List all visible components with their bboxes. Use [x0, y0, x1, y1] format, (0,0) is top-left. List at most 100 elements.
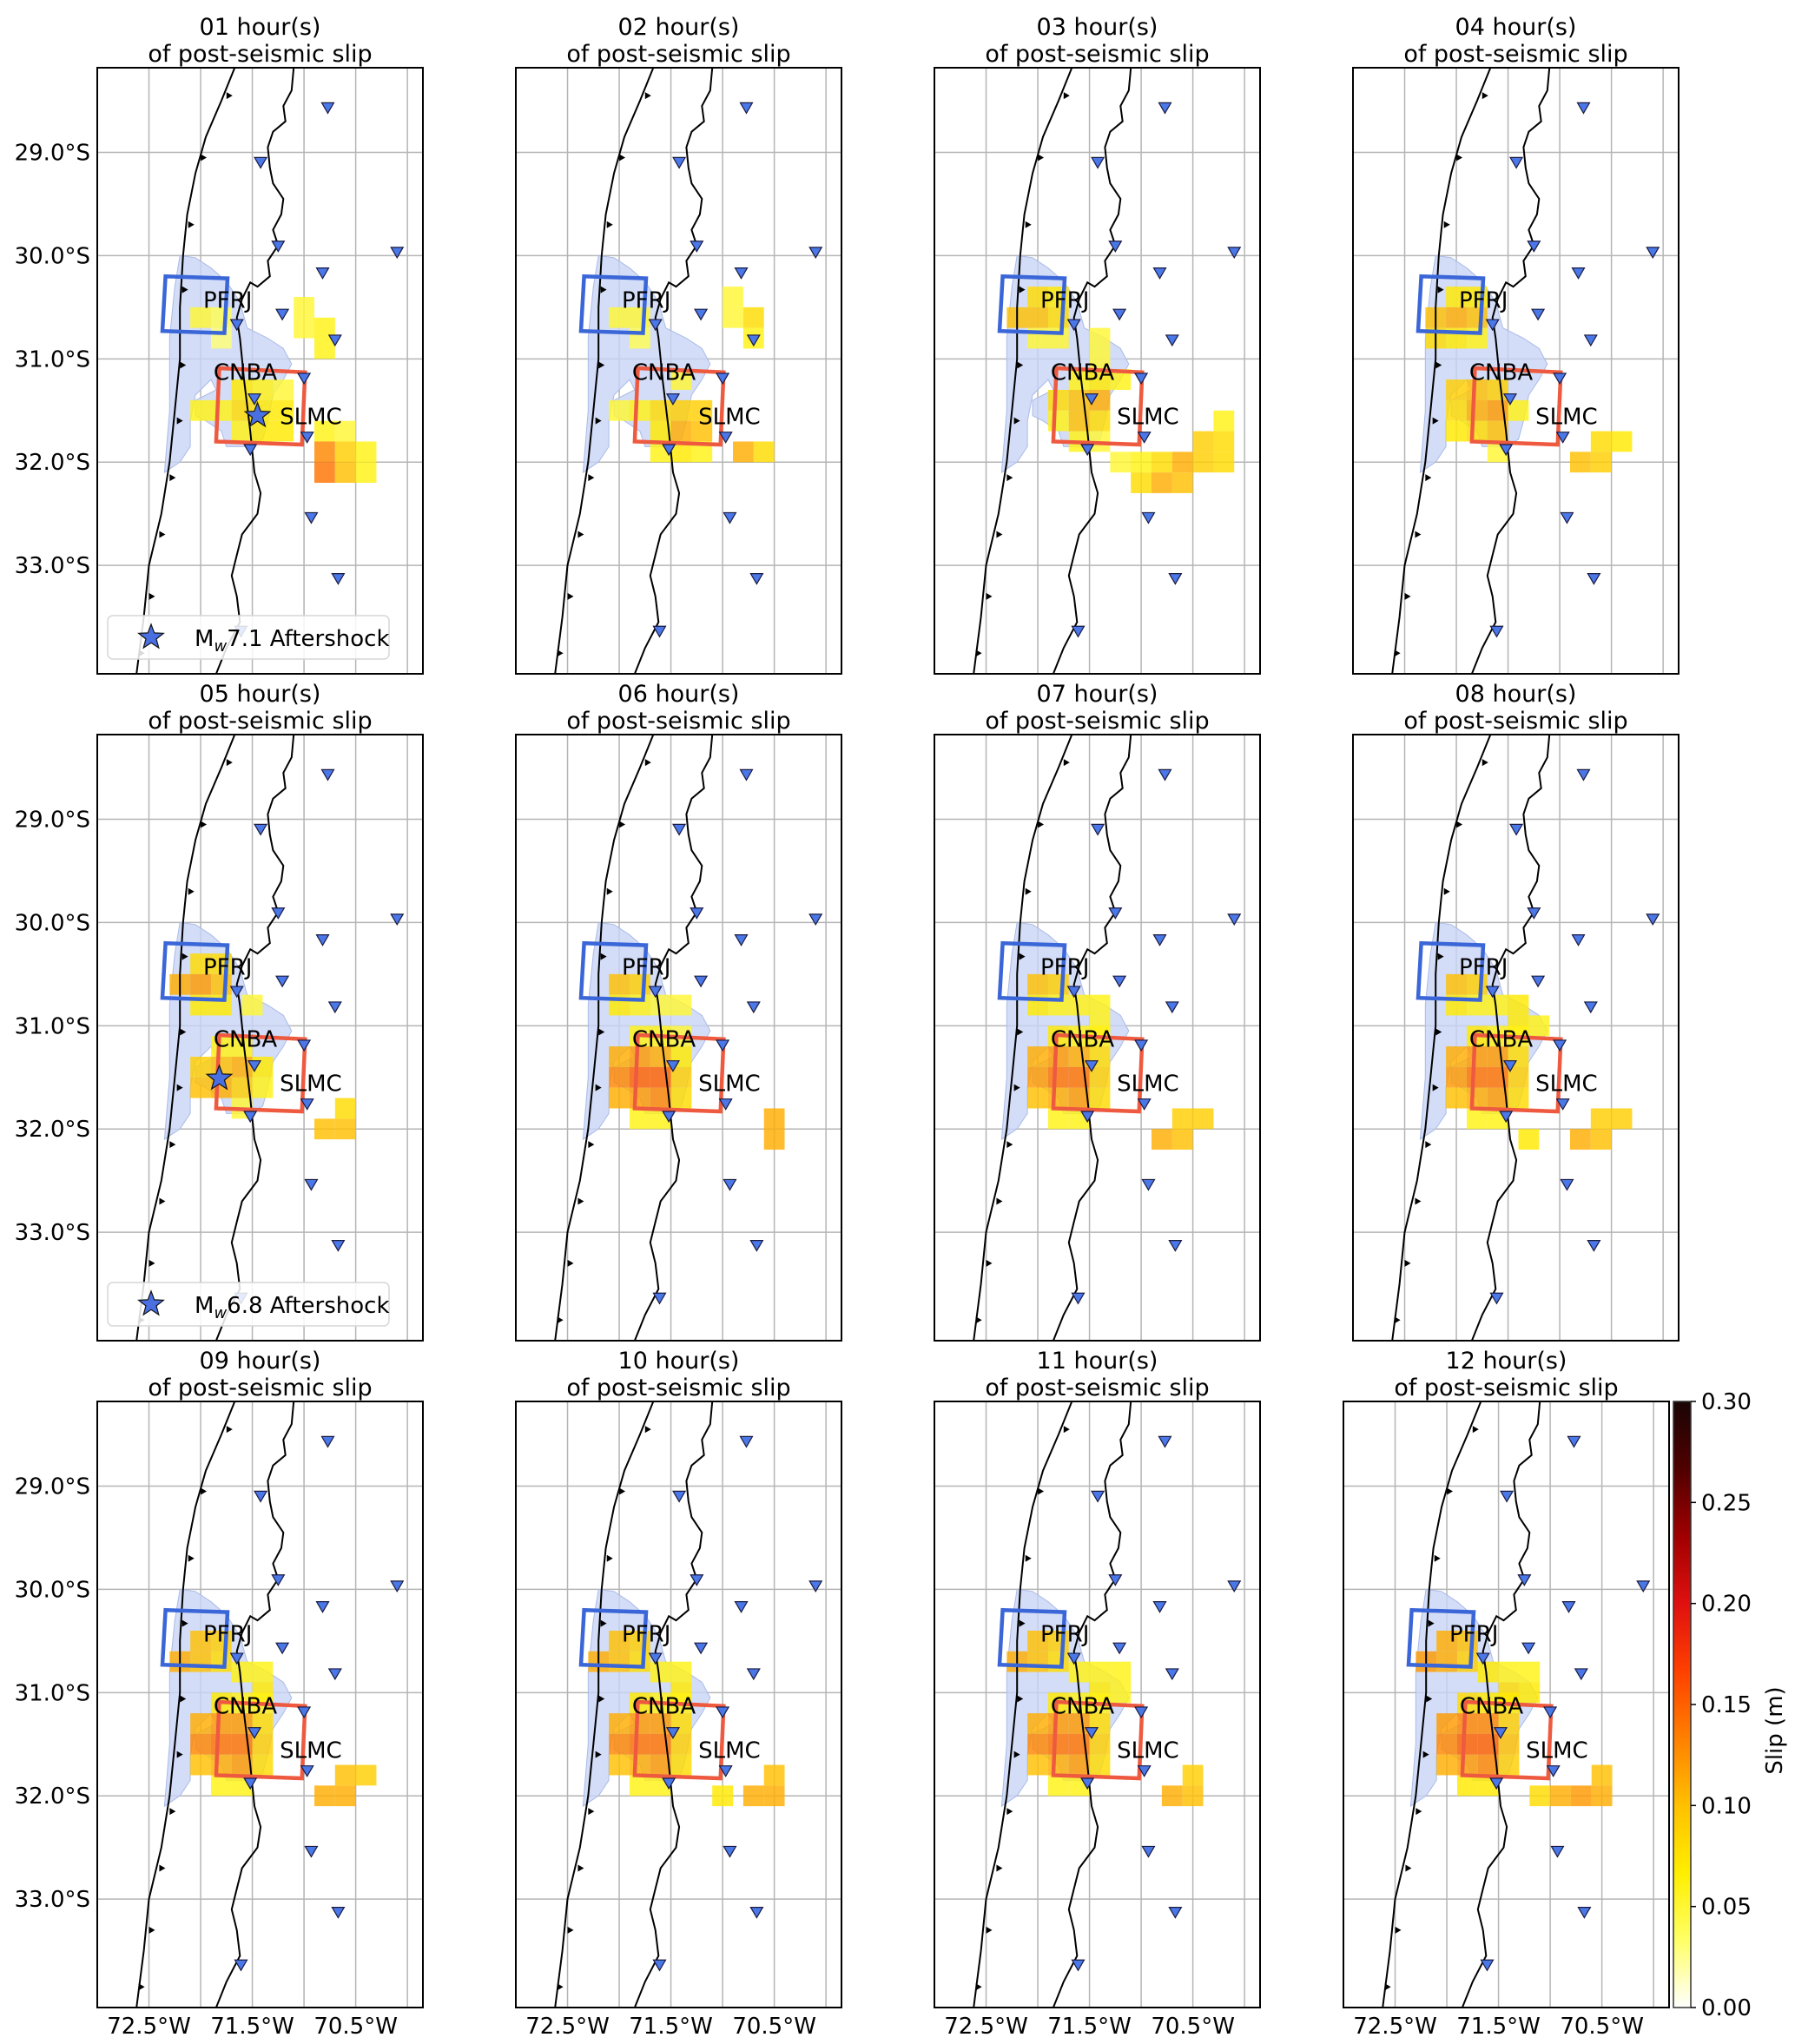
station-label-cnba: CNBA: [1469, 1027, 1533, 1053]
trench-tick: [606, 887, 613, 895]
lat-tick-label: 30.0°S: [15, 1577, 90, 1603]
gps-station-icon: [1165, 334, 1179, 347]
legend-star-icon: [137, 623, 165, 649]
slip-cell: [609, 399, 630, 421]
gps-station-icon: [254, 1490, 268, 1503]
panel-title: 06 hour(s): [618, 681, 740, 708]
slip-cell: [650, 420, 671, 442]
pfrj-box: [997, 274, 1067, 335]
slip-cell: [1027, 973, 1048, 995]
colorbar: 0.00 0.05 0.10 0.15 0.20 0.25 0.30 Slip (m): [1673, 1389, 1788, 2021]
slip-cell: [670, 1087, 692, 1109]
panel-subtitle: of post-seismic slip: [985, 41, 1209, 68]
slip-cell: [1570, 1785, 1592, 1807]
slip-cell: [609, 1066, 630, 1088]
trench-tick: [1432, 1084, 1439, 1091]
slip-cell: [1171, 472, 1193, 493]
trench-tick: [1428, 1619, 1435, 1627]
station-label-cnba: CNBA: [632, 1694, 696, 1720]
slip-cell: [1171, 452, 1193, 473]
trench-tick: [567, 1926, 574, 1934]
pfrj-box: [997, 940, 1067, 1002]
panel-04h: 04 hour(s)of post-seismic slip PFRJ CNBASL…: [1352, 14, 1680, 675]
panel-title: 07 hour(s): [1037, 681, 1158, 708]
slip-cell: [1487, 1087, 1508, 1109]
trench-tick: [148, 1926, 155, 1934]
slip-cell: [670, 1733, 692, 1755]
trench-tick: [1019, 953, 1026, 960]
slip-cell: [1027, 287, 1048, 307]
slip-cell: [1466, 1108, 1488, 1130]
gps-station-icon: [315, 1601, 330, 1613]
trench-tick: [1006, 1808, 1013, 1816]
slip-cell: [629, 1108, 650, 1130]
slip-cell: [1089, 369, 1111, 390]
slip-cell: [1508, 399, 1529, 421]
slip-cell: [1446, 1046, 1467, 1067]
slip-cell: [1192, 1108, 1214, 1130]
gps-station-icon: [1485, 986, 1500, 999]
trench-tick: [600, 1619, 607, 1627]
slip-cell: [1089, 1754, 1111, 1776]
gps-station-icon: [1571, 934, 1586, 946]
station-label-cnba: CNBA: [1051, 360, 1114, 386]
slip-cell: [294, 296, 314, 318]
panel-title: 10 hour(s): [618, 1348, 740, 1375]
slip-cell: [609, 1754, 630, 1776]
gps-station-icon: [275, 1642, 290, 1655]
gps-station-icon: [665, 393, 680, 406]
slip-cell: [1089, 1733, 1111, 1755]
trench-tick: [986, 1926, 993, 1934]
trench-tick: [588, 1808, 595, 1816]
slip-cell: [1456, 1775, 1478, 1797]
slip-cell: [723, 307, 743, 328]
slip-cell: [1131, 452, 1152, 473]
slip-cell: [355, 441, 377, 463]
slip-cell: [314, 1785, 335, 1807]
gps-station-icon: [271, 1574, 286, 1586]
slip-cell: [1591, 1764, 1613, 1786]
station-label-pfrj: PFRJ: [203, 287, 252, 313]
coastline: [214, 735, 295, 1341]
coastline: [633, 735, 714, 1341]
slip-cell: [1047, 1754, 1069, 1776]
gps-station-icon: [1583, 1001, 1598, 1014]
slip-cell: [1466, 1046, 1488, 1067]
map-frame: [515, 1401, 842, 2008]
colorbar-label: Slip (m): [1762, 1686, 1788, 1774]
gps-station-icon: [1084, 1727, 1099, 1739]
station-label-cnba: CNBA: [214, 360, 277, 386]
cnba-box: [1460, 1699, 1554, 1781]
gps-station-icon: [1500, 1490, 1515, 1503]
gps-station-icon: [271, 241, 286, 253]
trench-tick: [577, 1864, 584, 1872]
coastline: [1052, 1401, 1132, 2008]
coastline: [1052, 68, 1132, 674]
slip-cell: [1487, 379, 1508, 400]
gps-station-icon: [1112, 308, 1127, 321]
gps-station-icon: [723, 511, 737, 524]
trench-tick: [1025, 887, 1032, 895]
map-frame: [1352, 67, 1680, 675]
slip-cell: [1047, 389, 1069, 411]
trench-tick: [567, 592, 574, 600]
gps-station-icon: [1158, 102, 1172, 115]
slip-cell: [210, 1036, 232, 1057]
station-label-slmc: SLMC: [1117, 405, 1179, 431]
gps-station-icon: [739, 768, 754, 781]
slip-cell: [1089, 1066, 1111, 1088]
pfrj-box: [578, 274, 649, 335]
trench-tick: [1006, 474, 1013, 482]
gps-station-icon: [1485, 319, 1500, 332]
lat-tick-label: 33.0°S: [15, 553, 90, 579]
slip-cell: [629, 1754, 650, 1776]
gps-station-icon: [300, 1098, 314, 1111]
lon-tick-label: 72.5°W: [525, 2014, 610, 2040]
slip-cell: [252, 1754, 274, 1776]
lon-tick-label: 72.5°W: [1353, 2014, 1437, 2040]
slip-cell: [1027, 1087, 1048, 1109]
station-label-cnba: CNBA: [1051, 1694, 1114, 1720]
slip-cell: [231, 1713, 253, 1734]
gps-station-icon: [665, 1060, 680, 1072]
